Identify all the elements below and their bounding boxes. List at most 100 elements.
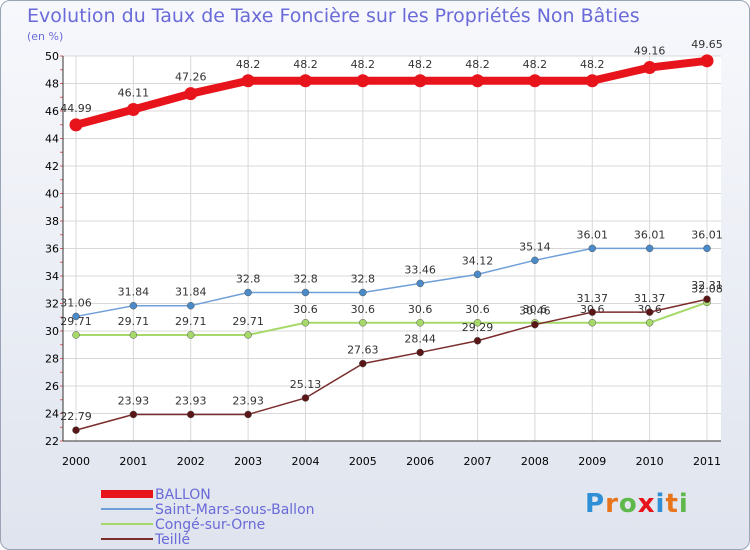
x-tick-label: 2010 bbox=[636, 455, 664, 468]
series-line-3 bbox=[75, 298, 708, 431]
data-point bbox=[72, 312, 80, 321]
data-point bbox=[531, 256, 539, 265]
y-tick-label: 30 bbox=[45, 325, 59, 338]
data-point bbox=[645, 244, 654, 253]
data-point bbox=[301, 319, 310, 327]
data-label: 35.14 bbox=[519, 240, 551, 253]
x-tick-label: 2011 bbox=[693, 455, 721, 468]
y-tick-label: 26 bbox=[45, 380, 59, 393]
data-label: 32.8 bbox=[351, 273, 376, 286]
data-label: 28.44 bbox=[404, 332, 436, 345]
data-label: 32.8 bbox=[236, 273, 261, 286]
data-label: 46.11 bbox=[118, 86, 150, 99]
data-label: 29.29 bbox=[462, 321, 494, 334]
data-label: 44.99 bbox=[60, 102, 92, 115]
data-label: 23.93 bbox=[175, 394, 207, 407]
data-label: 29.71 bbox=[175, 315, 207, 328]
data-label: 48.2 bbox=[236, 58, 261, 71]
x-tick-label: 2005 bbox=[349, 455, 377, 468]
data-point bbox=[473, 270, 482, 279]
data-point bbox=[241, 74, 255, 88]
data-point bbox=[416, 348, 424, 357]
data-point bbox=[69, 118, 83, 132]
data-label: 33.46 bbox=[404, 263, 436, 276]
data-point bbox=[473, 337, 482, 345]
data-label: 23.93 bbox=[232, 394, 264, 407]
data-label: 27.63 bbox=[347, 344, 379, 357]
chart-title: Evolution du Taux de Taxe Foncière sur l… bbox=[27, 5, 640, 27]
y-tick-label: 48 bbox=[45, 78, 59, 91]
data-label: 32.31 bbox=[691, 279, 723, 292]
data-point bbox=[298, 74, 312, 88]
data-label: 30.6 bbox=[465, 303, 490, 316]
data-label: 31.06 bbox=[60, 296, 92, 309]
data-point bbox=[703, 244, 711, 253]
x-tick-label: 2006 bbox=[406, 455, 434, 468]
data-point bbox=[645, 319, 654, 327]
data-label: 48.2 bbox=[580, 58, 605, 71]
data-point bbox=[528, 74, 542, 88]
data-point bbox=[359, 359, 367, 368]
data-point bbox=[588, 244, 597, 253]
y-tick-label: 42 bbox=[45, 160, 59, 173]
data-point bbox=[356, 74, 370, 88]
data-label: 32.08 bbox=[691, 282, 723, 295]
data-point bbox=[186, 331, 195, 339]
data-label: 49.16 bbox=[634, 45, 666, 58]
y-tick-label: 46 bbox=[45, 105, 59, 118]
data-point bbox=[359, 288, 367, 297]
x-tick-label: 2007 bbox=[464, 455, 492, 468]
data-label: 48.2 bbox=[465, 58, 490, 71]
legend-label: Saint-Mars-sous-Ballon bbox=[155, 502, 315, 518]
data-point bbox=[244, 410, 252, 419]
data-point bbox=[186, 410, 195, 419]
data-label: 31.84 bbox=[175, 286, 207, 299]
x-tick-label: 2003 bbox=[234, 455, 262, 468]
x-tick-label: 2009 bbox=[578, 455, 606, 468]
data-point bbox=[645, 308, 654, 316]
series-line-2 bbox=[76, 301, 708, 336]
y-tick-label: 34 bbox=[45, 270, 59, 283]
data-label: 29.71 bbox=[118, 315, 150, 328]
data-point bbox=[359, 319, 367, 327]
data-point bbox=[129, 331, 138, 339]
data-point bbox=[531, 320, 539, 329]
series-line-1 bbox=[75, 247, 707, 318]
y-tick-label: 28 bbox=[45, 353, 59, 366]
data-point bbox=[473, 319, 482, 327]
series-line-0 bbox=[74, 56, 708, 129]
data-label: 30.6 bbox=[408, 303, 433, 316]
data-label: 34.12 bbox=[462, 254, 494, 267]
legend-label: BALLON bbox=[155, 487, 211, 503]
data-point bbox=[72, 426, 80, 434]
data-point bbox=[126, 102, 140, 116]
x-tick-label: 2008 bbox=[521, 455, 549, 468]
data-point bbox=[588, 319, 597, 327]
data-label: 32.8 bbox=[293, 273, 318, 286]
data-label: 49.65 bbox=[691, 38, 723, 51]
data-label: 30.6 bbox=[523, 303, 548, 316]
x-tick-label: 2004 bbox=[291, 455, 319, 468]
data-label: 48.2 bbox=[351, 58, 376, 71]
data-label: 22.79 bbox=[60, 410, 92, 423]
legend-label: Congé-sur-Orne bbox=[155, 517, 265, 533]
data-label: 48.2 bbox=[523, 58, 548, 71]
data-label: 30.6 bbox=[293, 303, 318, 316]
data-label: 29.71 bbox=[232, 315, 264, 328]
x-tick-label: 2000 bbox=[62, 455, 90, 468]
data-label: 36.01 bbox=[577, 228, 609, 241]
data-point bbox=[413, 74, 427, 88]
data-point bbox=[301, 394, 310, 402]
data-label: 31.37 bbox=[577, 292, 609, 305]
x-tick-label: 2001 bbox=[119, 455, 147, 468]
data-point bbox=[244, 288, 252, 297]
data-point bbox=[244, 331, 252, 339]
data-point bbox=[471, 74, 485, 88]
data-point bbox=[129, 410, 138, 419]
data-label: 30.46 bbox=[519, 305, 551, 318]
data-label: 31.84 bbox=[118, 286, 150, 299]
data-label: 48.2 bbox=[293, 58, 318, 71]
data-label: 47.26 bbox=[175, 71, 207, 84]
y-axis-label: (en %) bbox=[27, 30, 64, 43]
